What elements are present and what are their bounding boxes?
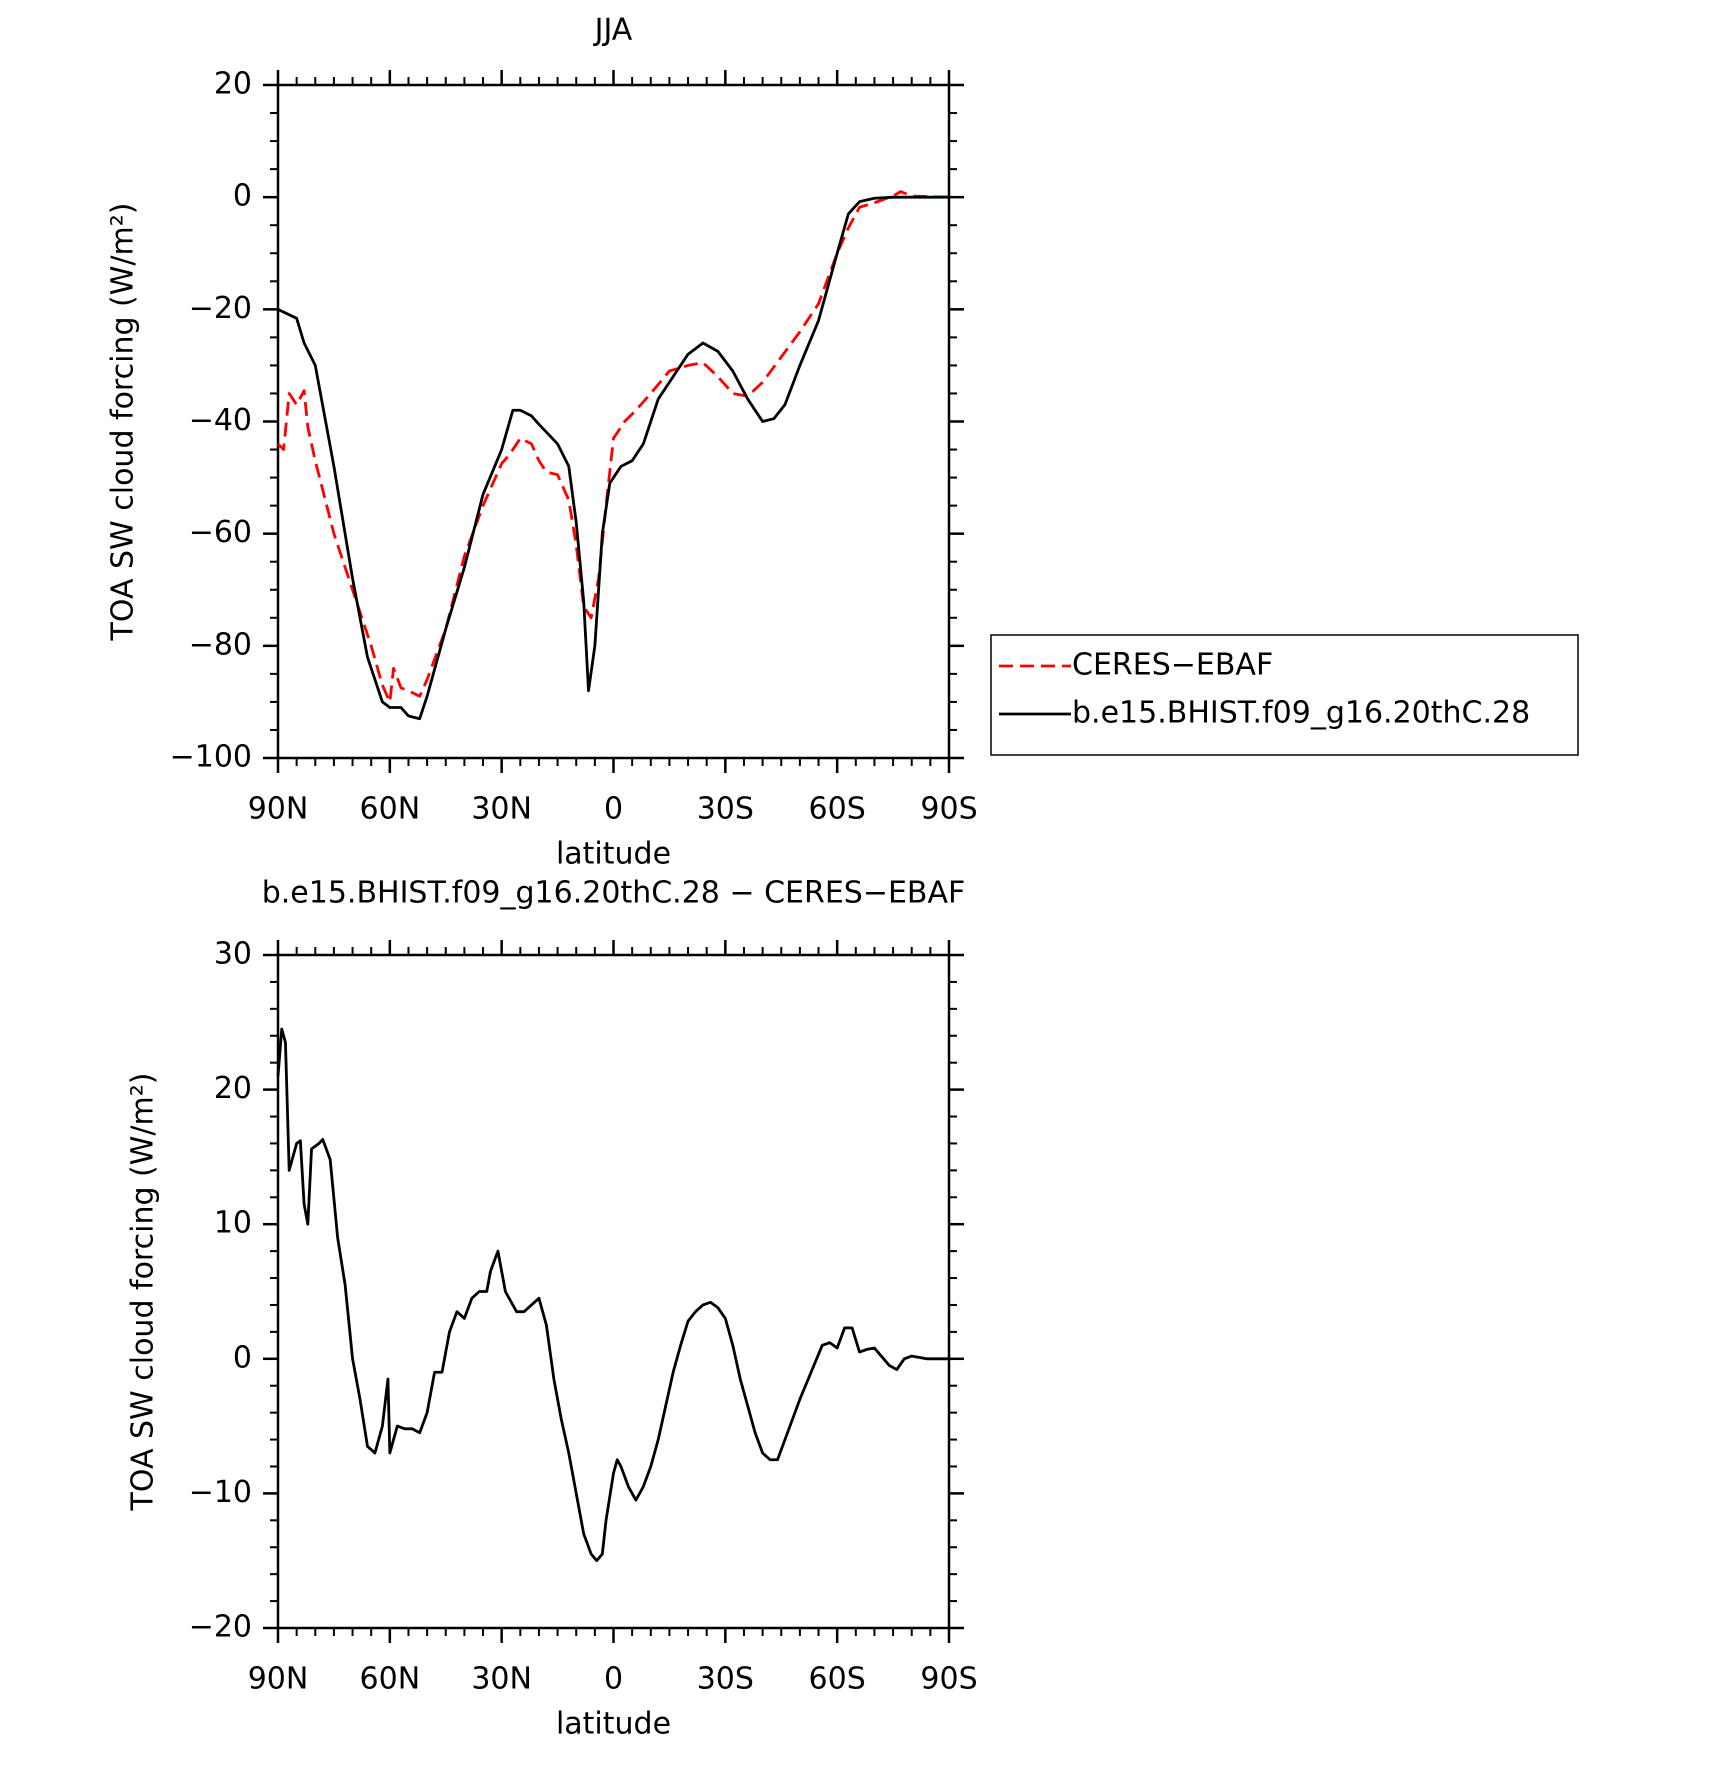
y-tick-label: 30	[214, 937, 252, 972]
chart-title: JJA	[593, 13, 633, 48]
x-tick-label: 60N	[360, 1662, 421, 1697]
y-tick-label: 0	[233, 179, 252, 214]
chart-title: b.e15.BHIST.f09_g16.20thC.28 − CERES−EBA…	[262, 876, 966, 911]
y-axis-label: TOA SW cloud forcing (W/m²)	[126, 1073, 161, 1512]
legend-box	[990, 634, 1579, 756]
y-tick-label: −10	[189, 1475, 252, 1510]
y-tick-label: −100	[170, 740, 252, 775]
x-tick-label: 90N	[248, 1662, 309, 1697]
y-tick-label: −20	[189, 1610, 252, 1645]
x-axis-label: latitude	[556, 1707, 671, 1742]
x-tick-label: 0	[604, 792, 623, 827]
x-tick-label: 90S	[920, 1662, 977, 1697]
x-tick-label: 60N	[360, 792, 421, 827]
plot-frame	[276, 83, 951, 760]
y-axis-label: TOA SW cloud forcing (W/m²)	[106, 203, 141, 642]
x-tick-label: 90S	[920, 792, 977, 827]
x-tick-label: 0	[604, 1662, 623, 1697]
x-tick-label: 90N	[248, 792, 309, 827]
y-tick-label: 20	[214, 1071, 252, 1106]
y-tick-label: −20	[189, 291, 252, 326]
y-tick-label: 20	[214, 67, 252, 102]
data-line	[277, 190, 950, 704]
data-line	[276, 1027, 949, 1563]
x-tick-label: 30N	[471, 792, 532, 827]
y-tick-label: 10	[214, 1206, 252, 1241]
y-tick-label: −60	[189, 515, 252, 550]
x-axis-label: latitude	[556, 837, 671, 872]
legend-label: b.e15.BHIST.f09_g16.20thC.28	[1072, 696, 1530, 731]
data-line	[277, 195, 949, 721]
y-tick-label: −40	[189, 403, 252, 438]
x-tick-label: 30N	[471, 1662, 532, 1697]
legend-label: CERES−EBAF	[1072, 648, 1273, 683]
y-tick-label: −80	[189, 627, 252, 662]
x-tick-label: 60S	[809, 1662, 866, 1697]
x-tick-label: 60S	[809, 792, 866, 827]
x-tick-label: 30S	[697, 1662, 754, 1697]
x-tick-label: 30S	[697, 792, 754, 827]
plot-frame	[276, 953, 951, 1630]
y-tick-label: 0	[233, 1340, 252, 1375]
